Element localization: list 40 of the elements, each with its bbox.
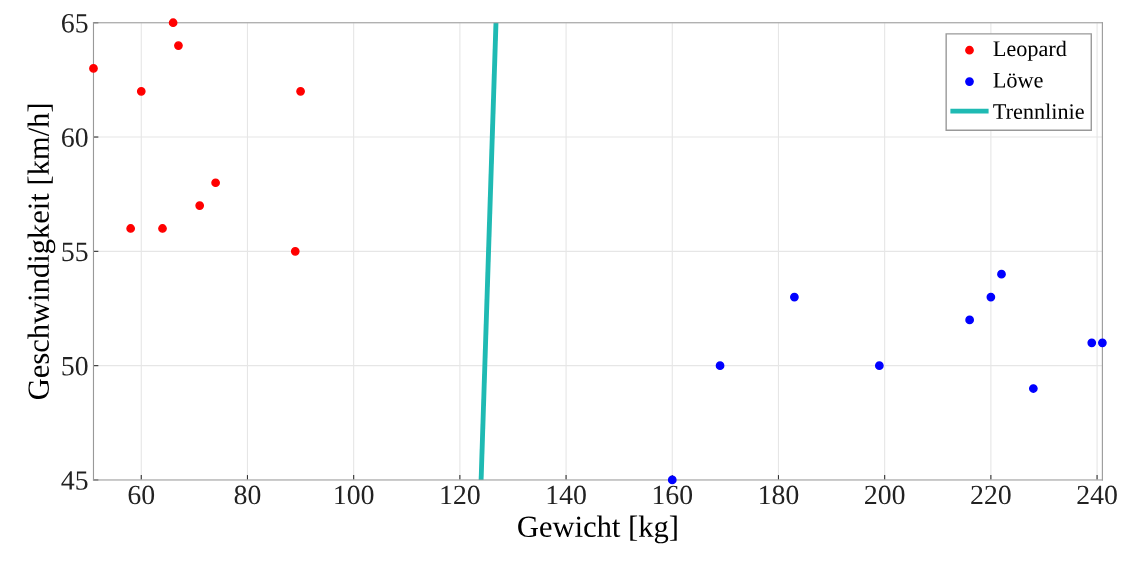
point xyxy=(174,41,183,50)
point xyxy=(296,86,305,96)
y-axis-title: Geschwindigkeit [km/h] xyxy=(27,104,56,400)
point xyxy=(290,246,300,256)
x-tick-label: 240 xyxy=(1077,485,1117,505)
x-tick-label: 200 xyxy=(865,485,905,505)
x-tick-label: 220 xyxy=(971,485,1011,505)
x-tick-label: 160 xyxy=(653,485,693,505)
point xyxy=(965,315,975,325)
y-tick-label: 55 xyxy=(62,242,88,262)
y-tick-label: 60 xyxy=(62,128,88,147)
point xyxy=(667,475,677,485)
point xyxy=(168,18,178,28)
point xyxy=(1028,384,1038,393)
x-axis-title: Gewicht [kg] xyxy=(518,515,677,544)
x-tick-label: 60 xyxy=(128,485,155,505)
point xyxy=(195,201,205,210)
point xyxy=(126,224,136,233)
legend-label: Trennlinie xyxy=(993,103,1084,120)
y-tick-label: 50 xyxy=(62,356,88,376)
point xyxy=(1098,338,1107,348)
point xyxy=(986,292,996,302)
point xyxy=(89,64,98,73)
point xyxy=(136,86,146,96)
legend-label: Löwe xyxy=(993,72,1043,88)
x-tick-label: 120 xyxy=(441,485,480,505)
point xyxy=(211,178,220,188)
point xyxy=(158,224,167,233)
x-tick-label: 180 xyxy=(760,485,799,505)
point xyxy=(715,361,725,371)
x-tick-label: 140 xyxy=(547,485,586,505)
x-tick-label: 80 xyxy=(234,485,261,505)
y-tick-label: 65 xyxy=(62,13,88,33)
point xyxy=(874,361,884,371)
y-tick-label: 45 xyxy=(61,471,88,490)
x-tick-label: 100 xyxy=(335,485,374,505)
point xyxy=(1087,338,1097,348)
legend-label: Leopard xyxy=(993,40,1067,61)
point xyxy=(997,269,1006,279)
point xyxy=(790,292,799,302)
